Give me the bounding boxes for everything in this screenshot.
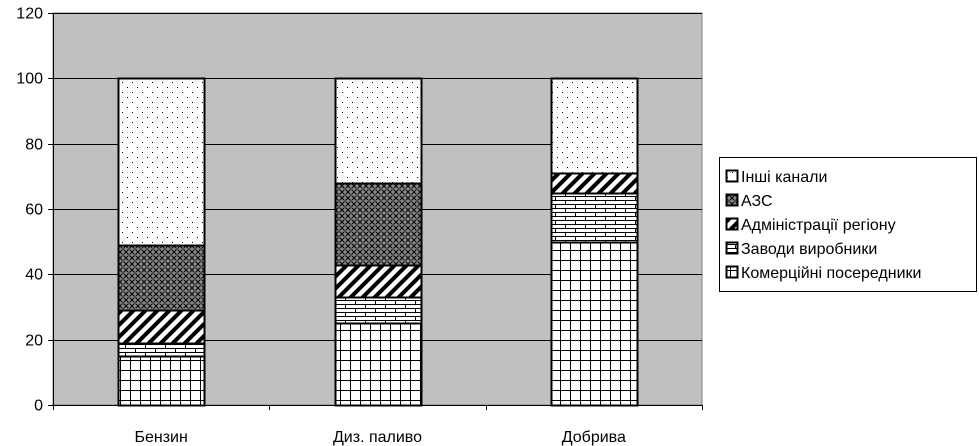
x-tick-label-бензин: Бензин [134, 429, 187, 446]
bar-segment-адміністрації-регіону-1 [334, 264, 423, 299]
bar-segment-комерційні-посередники-0 [117, 355, 206, 407]
legend-swatch-адміністрації-регіону [725, 217, 739, 231]
legend-swatch-комерційні-посередники [725, 265, 739, 279]
axes: 0 20 40 60 80 100 120 Бензин Диз. паливо Добрива [16, 6, 703, 446]
bar-segment-інші-канали-1 [334, 77, 423, 185]
bar-segment-комерційні-посередники-1 [334, 322, 423, 407]
bar-segment-азс-1 [334, 182, 423, 267]
legend-box [719, 157, 977, 292]
legend-label-комерційні-посередники: Комерційні посередники [741, 265, 921, 282]
bar-segment-адміністрації-регіону-0 [117, 309, 206, 345]
y-tick-label-60: 60 [25, 202, 43, 219]
bar-segment-заводи-виробники-0 [117, 342, 206, 358]
y-tick-label-40: 40 [25, 267, 43, 284]
bar-segment-комерційні-посередники-2 [550, 241, 639, 407]
y-tick-label-100: 100 [16, 71, 43, 88]
bar-segment-інші-канали-2 [550, 77, 639, 175]
legend-label-заводи-виробники: Заводи виробники [741, 241, 877, 258]
bar-segment-адміністрації-регіону-2 [550, 172, 639, 195]
legend-swatch-інші-канали [725, 169, 739, 183]
y-tick-label-120: 120 [16, 6, 43, 23]
bar-segment-інші-канали-0 [117, 77, 206, 247]
legend: Інші канали АЗС Адміністрації регіону Завод… [719, 157, 977, 292]
bar-segment-азс-0 [117, 244, 206, 312]
bars [117, 77, 639, 407]
legend-label-азс: АЗС [741, 193, 773, 210]
x-tick-label-добрива: Добрива [562, 429, 626, 446]
x-tick-label-диз-паливо: Диз. паливо [333, 429, 422, 446]
legend-label-інші-канали: Інші канали [741, 169, 827, 186]
legend-swatch-заводи-виробники [725, 241, 739, 255]
y-tick-label-20: 20 [25, 333, 43, 350]
y-tick-label-80: 80 [25, 137, 43, 154]
y-tick-label-0: 0 [34, 398, 43, 415]
legend-swatch-азс [725, 193, 739, 207]
legend-label-адміністрації-регіону: Адміністрації регіону [741, 217, 896, 234]
bar-segment-заводи-виробники-1 [334, 296, 423, 325]
bar-segment-заводи-виробники-2 [550, 192, 639, 244]
